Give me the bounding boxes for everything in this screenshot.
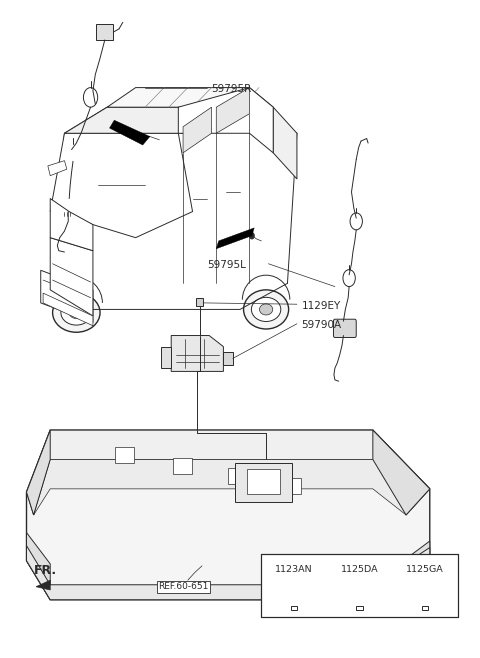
Circle shape xyxy=(281,490,289,501)
Circle shape xyxy=(350,213,362,230)
Polygon shape xyxy=(26,430,430,599)
Text: REF.60-651: REF.60-651 xyxy=(158,582,208,592)
Text: 1123AN: 1123AN xyxy=(275,565,313,574)
Polygon shape xyxy=(171,336,223,371)
Bar xyxy=(261,554,458,617)
Circle shape xyxy=(281,461,289,471)
Polygon shape xyxy=(50,238,93,316)
Polygon shape xyxy=(196,297,204,306)
Text: 1129EY: 1129EY xyxy=(301,301,341,311)
Polygon shape xyxy=(183,107,212,153)
Ellipse shape xyxy=(243,290,288,329)
Polygon shape xyxy=(173,458,192,474)
Polygon shape xyxy=(223,352,233,365)
Ellipse shape xyxy=(69,307,84,318)
Polygon shape xyxy=(273,107,297,179)
Ellipse shape xyxy=(61,300,92,325)
Polygon shape xyxy=(26,430,430,515)
Polygon shape xyxy=(48,161,67,176)
Polygon shape xyxy=(373,541,430,599)
Polygon shape xyxy=(26,430,50,515)
Text: 59790A: 59790A xyxy=(301,320,342,330)
Circle shape xyxy=(140,133,145,139)
Polygon shape xyxy=(26,532,50,599)
Text: 59795L: 59795L xyxy=(207,260,246,270)
Polygon shape xyxy=(41,270,93,322)
Polygon shape xyxy=(50,199,93,251)
Polygon shape xyxy=(26,545,430,599)
Text: 1125DA: 1125DA xyxy=(341,565,378,574)
Circle shape xyxy=(67,144,79,161)
Circle shape xyxy=(343,270,355,287)
Polygon shape xyxy=(50,134,192,238)
Polygon shape xyxy=(216,88,250,134)
Polygon shape xyxy=(179,88,273,153)
Polygon shape xyxy=(43,293,93,326)
Polygon shape xyxy=(228,468,247,484)
Polygon shape xyxy=(96,24,113,40)
Circle shape xyxy=(250,232,254,239)
Polygon shape xyxy=(373,430,430,515)
Circle shape xyxy=(84,88,97,107)
FancyBboxPatch shape xyxy=(60,195,82,213)
Polygon shape xyxy=(109,120,150,145)
Ellipse shape xyxy=(260,304,273,315)
Ellipse shape xyxy=(53,293,100,332)
Ellipse shape xyxy=(252,297,281,322)
Text: 59795R: 59795R xyxy=(212,84,252,94)
Polygon shape xyxy=(283,478,301,494)
Polygon shape xyxy=(115,447,134,463)
Polygon shape xyxy=(235,463,292,502)
Circle shape xyxy=(239,490,246,501)
Ellipse shape xyxy=(51,241,63,253)
FancyBboxPatch shape xyxy=(334,319,356,338)
Polygon shape xyxy=(64,107,192,134)
Text: FR.: FR. xyxy=(34,564,57,577)
Polygon shape xyxy=(107,88,273,107)
Polygon shape xyxy=(247,469,280,494)
Circle shape xyxy=(239,461,246,471)
Polygon shape xyxy=(36,580,50,590)
Bar xyxy=(261,554,458,617)
Polygon shape xyxy=(216,228,254,249)
Polygon shape xyxy=(161,347,171,368)
Polygon shape xyxy=(34,459,430,515)
Text: 1125GA: 1125GA xyxy=(406,565,444,574)
